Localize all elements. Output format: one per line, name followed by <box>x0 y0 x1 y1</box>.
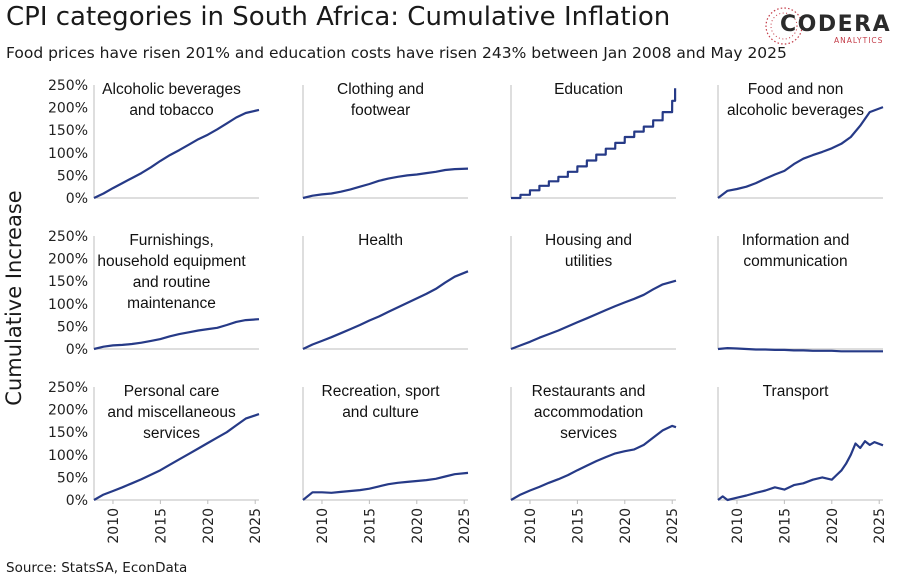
x-tick-label: 2010 <box>106 508 122 544</box>
y-tick-label: 150% <box>48 274 88 290</box>
panel-title: footwear <box>351 102 410 119</box>
x-tick-label: 2025 <box>457 508 473 544</box>
series-line <box>93 108 260 199</box>
panel-title: and culture <box>342 404 419 421</box>
panel-title: Transport <box>763 383 829 400</box>
logo-name: CODERA <box>780 12 892 37</box>
x-tick-label: 2010 <box>523 508 539 544</box>
x-tick-label: 2020 <box>201 508 217 544</box>
panel-title: services <box>143 425 200 442</box>
panel-title: Clothing and <box>337 81 424 98</box>
panel-title: Housing and <box>545 232 632 249</box>
x-tick-label: 2025 <box>248 508 264 544</box>
panel-title: Food and non <box>748 81 844 98</box>
x-tick-label: 2020 <box>825 508 841 544</box>
panel-title: Restaurants and <box>532 383 646 400</box>
series-line <box>717 347 883 353</box>
panel-title: Information and <box>742 232 850 249</box>
panel-title: and routine <box>133 274 211 291</box>
panel-title: maintenance <box>127 295 216 312</box>
series-line <box>511 88 677 200</box>
y-tick-label: 150% <box>48 123 88 139</box>
panel-title: Education <box>554 81 623 98</box>
panel-title: alcoholic beverages <box>727 102 864 119</box>
x-tick-label: 2010 <box>730 508 746 544</box>
panel-title: utilities <box>565 253 613 270</box>
chart-subtitle: Food prices have risen 201% and educatio… <box>6 44 787 62</box>
panel-title: and miscellaneous <box>107 404 236 421</box>
y-tick-label: 50% <box>57 319 88 335</box>
chart-title: CPI categories in South Africa: Cumulati… <box>6 2 671 32</box>
y-tick-label: 150% <box>48 425 88 441</box>
series-line <box>302 471 469 501</box>
panel-title: Furnishings, <box>129 232 213 249</box>
y-tick-label: 250% <box>48 78 88 94</box>
series-line <box>302 167 469 200</box>
logo-mark-icon <box>765 7 803 45</box>
panel-title: household equipment <box>97 253 246 270</box>
y-tick-label: 0% <box>66 342 88 358</box>
panel-title: Alcoholic beverages <box>102 81 241 98</box>
y-tick-label: 0% <box>66 191 88 207</box>
x-tick-label: 2015 <box>777 508 793 544</box>
y-tick-label: 200% <box>48 252 88 268</box>
series-line <box>717 440 884 502</box>
y-tick-label: 250% <box>48 229 88 245</box>
x-tick-label: 2010 <box>315 508 331 544</box>
series-line <box>510 424 677 501</box>
y-tick-label: 200% <box>48 101 88 117</box>
x-tick-label: 2015 <box>570 508 586 544</box>
y-tick-label: 50% <box>57 470 88 486</box>
series-line <box>302 270 469 350</box>
x-tick-label: 2020 <box>618 508 634 544</box>
x-tick-label: 2020 <box>410 508 426 544</box>
series-line <box>93 413 260 501</box>
x-tick-label: 2025 <box>872 508 888 544</box>
series-line <box>717 106 884 199</box>
panel-title: Recreation, sport <box>322 383 441 400</box>
x-tick-label: 2015 <box>362 508 378 544</box>
panel-title: Personal care <box>124 383 220 400</box>
y-tick-label: 0% <box>66 493 88 509</box>
panel-title: Health <box>358 232 403 249</box>
y-tick-label: 250% <box>48 380 88 396</box>
logo: CODERA ANALYTICS <box>764 4 894 48</box>
panel-title: communication <box>743 253 847 270</box>
panel-title: and tobacco <box>129 102 213 119</box>
series-line <box>510 279 677 351</box>
y-tick-label: 100% <box>48 146 88 162</box>
source-note: Source: StatsSA, EconData <box>6 560 188 576</box>
x-tick-label: 2025 <box>665 508 681 544</box>
y-tick-label: 100% <box>48 297 88 313</box>
panel-title: services <box>560 425 617 442</box>
y-tick-label: 200% <box>48 403 88 419</box>
y-tick-label: 100% <box>48 448 88 464</box>
logo-tagline: ANALYTICS <box>834 36 884 45</box>
x-tick-label: 2015 <box>153 508 169 544</box>
y-tick-label: 50% <box>57 168 88 184</box>
series-line <box>93 318 260 351</box>
panel-title: accommodation <box>534 404 643 421</box>
